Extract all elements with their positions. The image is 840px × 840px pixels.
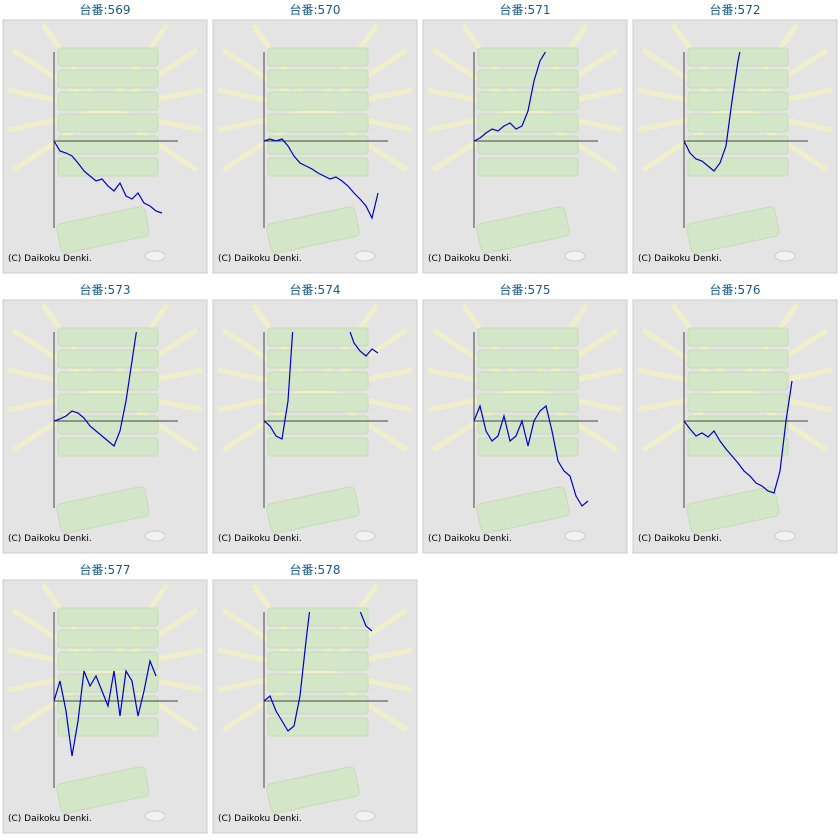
data-line [54,658,157,757]
graph-panel: 台番:570 (C) Daikoku Denki. [213,2,417,273]
graph-background [3,20,207,273]
data-line [684,52,741,172]
copyright: (C) Daikoku Denki. [8,254,92,264]
panel-title: 台番:576 [710,282,761,297]
graph-area: (C) Daikoku Denki. [213,580,417,833]
graph-area: (C) Daikoku Denki. [633,20,837,273]
panel-title: 台番:578 [290,562,341,577]
graph-background [3,300,207,553]
data-line [359,612,373,632]
copyright: (C) Daikoku Denki. [8,534,92,544]
panel-title: 台番:570 [290,2,341,17]
copyright: (C) Daikoku Denki. [218,534,302,544]
graph-area: (C) Daikoku Denki. [423,300,627,553]
graph-area: (C) Daikoku Denki. [3,580,207,833]
graph-area: (C) Daikoku Denki. [213,20,417,273]
data-line [474,404,589,507]
graph-area: (C) Daikoku Denki. [633,300,837,553]
graph-panel: 台番:572 (C) Daikoku Denki. [633,2,837,273]
graph-area: (C) Daikoku Denki. [423,20,627,273]
graph-background [633,300,837,553]
copyright: (C) Daikoku Denki. [218,254,302,264]
panel-title: 台番:575 [500,282,551,297]
data-line [54,140,163,214]
panel-title: 台番:569 [80,2,131,17]
data-line [474,52,547,142]
data-line [264,612,311,732]
graph-panel: 台番:577 (C) Daikoku Denki. [3,562,207,833]
panel-title: 台番:571 [500,2,551,17]
copyright: (C) Daikoku Denki. [428,254,512,264]
graph-background [213,20,417,273]
graph-panel: 台番:573 (C) Daikoku Denki. [3,282,207,553]
graph-panel: 台番:576 (C) Daikoku Denki. [633,282,837,553]
graph-panel: 台番:578 (C) Daikoku Denki. [213,562,417,833]
graph-area: (C) Daikoku Denki. [213,300,417,553]
graph-panel: 台番:571 (C) Daikoku Denki. [423,2,627,273]
graph-background [423,20,627,273]
graph-background [423,300,627,553]
data-line [264,332,294,440]
panel-title: 台番:574 [290,282,341,297]
graph-area: (C) Daikoku Denki. [3,20,207,273]
data-line [54,332,137,447]
panel-title: 台番:573 [80,282,131,297]
copyright: (C) Daikoku Denki. [8,814,92,824]
graph-area: (C) Daikoku Denki. [3,300,207,553]
graph-background [3,580,207,833]
graph-background [633,20,837,273]
data-line [349,332,379,357]
panel-title: 台番:577 [80,562,131,577]
copyright: (C) Daikoku Denki. [638,254,722,264]
panel-title: 台番:572 [710,2,761,17]
data-line [264,138,379,220]
graph-panel: 台番:575 (C) Daikoku Denki. [423,282,627,553]
graph-background [213,300,417,553]
copyright: (C) Daikoku Denki. [218,814,302,824]
graph-panel: 台番:574 (C) Daikoku Denki. [213,282,417,553]
copyright: (C) Daikoku Denki. [638,534,722,544]
graph-panel: 台番:569 (C) Daikoku Denki. [3,2,207,273]
graph-background [213,580,417,833]
data-line [684,380,793,494]
copyright: (C) Daikoku Denki. [428,534,512,544]
